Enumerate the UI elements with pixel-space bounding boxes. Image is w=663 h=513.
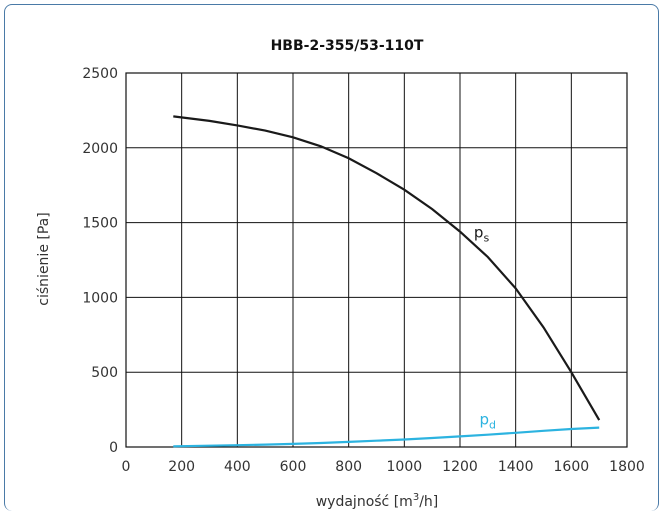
y-tick-label: 1000 (82, 290, 118, 306)
x-axis-label-tail: /h] (419, 494, 438, 510)
x-axis-label-sup: 3 (413, 492, 419, 503)
y-tick-label: 0 (109, 440, 118, 456)
x-tick-label: 0 (122, 459, 131, 475)
series-labels: ps pd (474, 224, 496, 432)
x-tick-label: 200 (168, 459, 195, 475)
x-tick-label: 1400 (498, 459, 534, 475)
series-lines (173, 115, 601, 448)
chart-title: HBB-2-355/53-110T (271, 38, 424, 54)
grid (125, 72, 628, 448)
series-label-ps: ps (474, 224, 490, 245)
x-tick-label: 400 (224, 459, 251, 475)
y-tick-label: 500 (91, 365, 118, 381)
x-tick-label: 800 (335, 459, 362, 475)
y-axis-label: ciśnienie [Pa] (36, 212, 52, 305)
x-tick-label: 1200 (442, 459, 478, 475)
x-axis-label-main: wydajność [m (316, 494, 413, 510)
series-label-pd: pd (479, 411, 496, 432)
y-tick-label: 1500 (82, 216, 118, 232)
y-tick-label: 2500 (82, 66, 118, 82)
x-tick-label: 600 (280, 459, 307, 475)
x-tick-label: 1600 (554, 459, 590, 475)
plot-area-border (125, 72, 628, 448)
y-tick-label: 2000 (82, 141, 118, 157)
series-line-pd (173, 426, 600, 448)
x-tick-label: 1800 (609, 459, 645, 475)
x-tick-label: 1000 (387, 459, 423, 475)
series-line-ps (173, 115, 601, 421)
x-axis-label: wydajność [m3/h] (316, 492, 439, 510)
tick-labels: 0 200 400 600 800 1000 1200 1400 1600 1800 0 500 100… (82, 66, 644, 475)
chart-frame (4, 4, 659, 511)
